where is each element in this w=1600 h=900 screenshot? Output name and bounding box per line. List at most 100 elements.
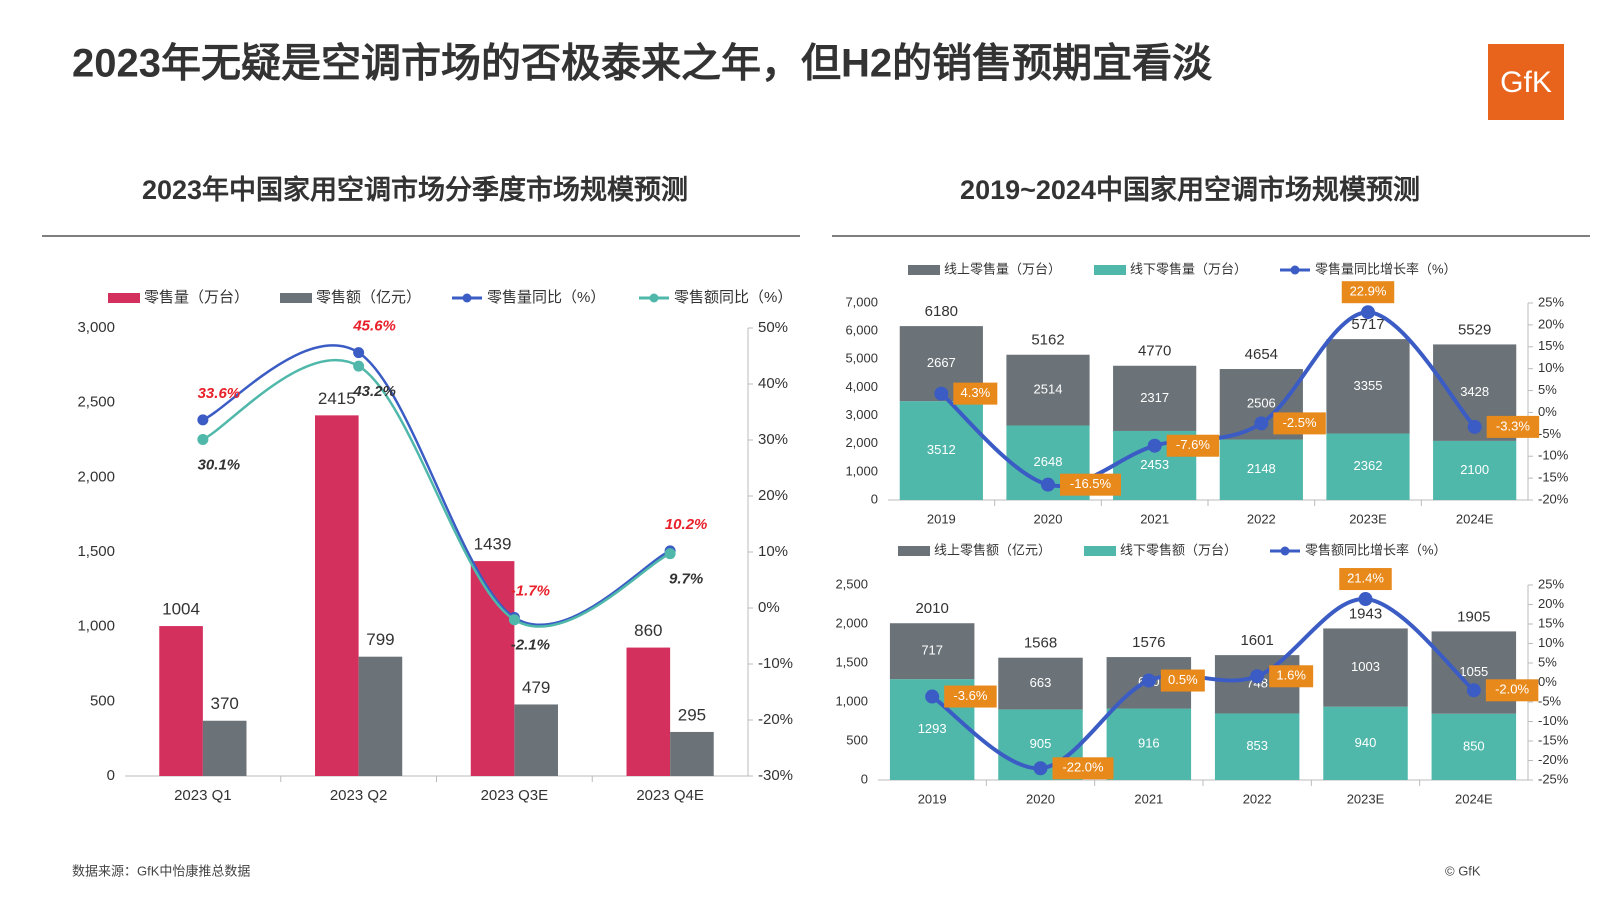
y2-tick-label: -10% xyxy=(1538,713,1569,728)
line-point xyxy=(925,689,940,704)
x-tick-label: 2024E xyxy=(1455,791,1493,806)
line-point xyxy=(1361,305,1375,320)
bar-value-label: 1293 xyxy=(918,721,947,736)
legend-label: 零售额同比（%） xyxy=(674,289,792,306)
legend-swatch xyxy=(908,265,940,275)
bar-segment xyxy=(1106,708,1192,780)
x-tick-label: 2021 xyxy=(1134,791,1163,806)
line-point xyxy=(197,433,209,445)
bar-segment xyxy=(1323,628,1408,707)
slide-title: 2023年无疑是空调市场的否极泰来之年，但H2的销售预期宜看淡 xyxy=(72,42,1213,86)
bar-value-label: 2453 xyxy=(1140,457,1169,472)
legend-swatch xyxy=(1280,546,1290,556)
x-tick-label: 2022 xyxy=(1247,511,1276,526)
value-label-box xyxy=(1341,281,1395,304)
line-value-label: -3.3% xyxy=(1496,418,1530,433)
y2-tick-label: -10% xyxy=(1538,448,1569,463)
bar-segment xyxy=(1214,713,1300,780)
y-tick-label: 2,500 xyxy=(835,576,868,591)
line-value-label: 10.2% xyxy=(665,516,708,533)
y2-tick-label: 10% xyxy=(1538,360,1564,375)
line-value-label: -1.7% xyxy=(511,582,550,599)
bar xyxy=(670,731,714,776)
bar-segment xyxy=(1326,433,1410,500)
y2-tick-label: -15% xyxy=(1538,470,1569,485)
line-value-label: -7.6% xyxy=(1176,437,1210,452)
bar-value-label: 1004 xyxy=(162,600,200,619)
bar-segment xyxy=(1006,354,1090,426)
bar-total-label: 2010 xyxy=(915,600,948,617)
line-value-label: 45.6% xyxy=(352,318,396,335)
y2-tick-label: -30% xyxy=(758,767,793,784)
bar-value-label: 2148 xyxy=(1247,461,1276,476)
y-tick-label: 0 xyxy=(861,771,868,786)
x-tick-label: 2022 xyxy=(1243,791,1272,806)
y-tick-label: 500 xyxy=(90,692,115,709)
bar-total-label: 1568 xyxy=(1024,635,1057,652)
bar-value-label: 2506 xyxy=(1247,396,1276,411)
bar-value-label: 2317 xyxy=(1140,390,1169,405)
legend-label: 零售量同比增长率（%） xyxy=(1315,261,1457,276)
value-label-box xyxy=(944,685,997,708)
bar-segment xyxy=(1326,339,1410,434)
y2-tick-label: -10% xyxy=(758,655,793,672)
y-tick-label: 0 xyxy=(871,491,878,506)
y2-tick-label: -20% xyxy=(1538,752,1569,767)
bar-segment xyxy=(998,657,1083,710)
y2-tick-label: 20% xyxy=(758,487,788,504)
line-point xyxy=(1141,673,1156,688)
y2-tick-label: 10% xyxy=(758,543,788,560)
legend-label: 零售量同比（%） xyxy=(487,289,605,306)
line-value-label: -2.1% xyxy=(511,637,550,654)
legend-swatch xyxy=(649,293,659,303)
line-point xyxy=(934,386,949,401)
y2-tick-label: 50% xyxy=(758,319,788,336)
y-tick-label: 1,500 xyxy=(77,543,115,560)
value-label-box xyxy=(1160,669,1205,692)
bar xyxy=(358,656,403,776)
bar-total-label: 1905 xyxy=(1457,608,1490,625)
bar xyxy=(514,704,558,776)
line-value-label: 1.6% xyxy=(1276,668,1306,683)
line-series xyxy=(202,358,671,628)
value-label-box xyxy=(1485,679,1539,702)
line-point xyxy=(1467,419,1482,434)
line-value-label: 22.9% xyxy=(1350,284,1387,299)
bar-value-label: 479 xyxy=(522,678,550,697)
value-label-box xyxy=(1486,415,1540,438)
line-value-label: -22.0% xyxy=(1062,760,1104,775)
y-tick-label: 0 xyxy=(107,767,115,784)
line-value-label: 43.2% xyxy=(352,383,396,400)
legend-label: 线上零售额（亿元） xyxy=(934,542,1051,557)
y2-tick-label: 15% xyxy=(1538,338,1564,353)
bar-segment xyxy=(1433,440,1517,500)
y-tick-label: 3,000 xyxy=(77,319,115,336)
legend-swatch xyxy=(1094,265,1126,275)
line-value-label: 0.5% xyxy=(1168,672,1198,687)
line-point xyxy=(1147,438,1162,453)
line-value-label: -16.5% xyxy=(1070,476,1112,491)
y-tick-label: 6,000 xyxy=(845,323,878,338)
y2-tick-label: 5% xyxy=(1538,654,1557,669)
y2-tick-label: 0% xyxy=(758,599,780,616)
line-value-label: 30.1% xyxy=(198,456,241,473)
x-tick-label: 2023 Q4E xyxy=(636,787,704,804)
bar-total-label: 6180 xyxy=(925,303,958,320)
bar-value-label: 663 xyxy=(1030,675,1052,690)
y-tick-label: 1,000 xyxy=(845,463,878,478)
y2-tick-label: -5% xyxy=(1538,693,1562,708)
x-tick-label: 2020 xyxy=(1034,511,1063,526)
line-series xyxy=(202,344,671,626)
legend-swatch xyxy=(280,293,312,303)
line-series xyxy=(940,310,1477,488)
x-tick-label: 2021 xyxy=(1140,511,1169,526)
line-point xyxy=(197,414,209,426)
bar xyxy=(159,626,203,776)
x-tick-label: 2023 Q3E xyxy=(481,787,549,804)
line-point xyxy=(1358,592,1373,607)
x-tick-label: 2023 Q1 xyxy=(174,787,232,804)
x-tick-label: 2023E xyxy=(1347,791,1385,806)
value-label-box xyxy=(953,382,998,405)
y2-tick-label: -5% xyxy=(1538,426,1562,441)
bar-value-label: 2667 xyxy=(927,355,956,370)
